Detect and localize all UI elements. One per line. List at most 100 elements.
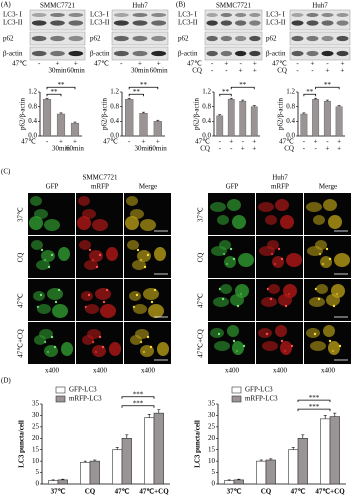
x-axis-label: 47℃ (279, 138, 294, 146)
blot-band (249, 20, 261, 26)
bar (57, 479, 68, 485)
significance-label: ** (140, 81, 148, 89)
puncta (236, 304, 240, 308)
cell (280, 341, 292, 355)
blot-label: p62 (178, 35, 189, 43)
puncta (265, 332, 269, 336)
cell (328, 215, 342, 229)
blot-label: LC3- I (266, 11, 286, 19)
significance-label: *** (133, 399, 144, 407)
significance-label: ** (239, 81, 247, 89)
significance-bracket (128, 86, 159, 90)
cell (331, 284, 345, 298)
condition-label: 47℃ (94, 60, 109, 68)
cell (258, 328, 272, 338)
cell (316, 284, 328, 294)
micro-row: CQ (17, 253, 25, 263)
condition-value: + (326, 67, 330, 75)
cell (323, 325, 335, 337)
cell (85, 304, 99, 314)
bar (256, 460, 267, 485)
y-tick-label: 0 (212, 480, 216, 488)
blot-band (31, 50, 47, 57)
puncta (217, 332, 221, 336)
blot-band (50, 50, 65, 57)
blot-label: LC3-II (266, 19, 286, 27)
blot-band (132, 50, 148, 57)
puncta (149, 345, 153, 349)
condition-value: + (157, 60, 161, 68)
cell (132, 260, 146, 270)
y-tick-label: 0.4 (110, 117, 119, 125)
blot-title: SMMC7721 (216, 2, 252, 10)
blot-band (151, 50, 167, 57)
cell (34, 209, 48, 219)
x-tick-label: CQ (261, 488, 272, 496)
group-label: 60min (67, 67, 85, 75)
condition-value: + (253, 67, 257, 75)
puncta (50, 335, 54, 339)
blot-band (249, 50, 261, 57)
blot-label: LC3-II (178, 19, 198, 27)
puncta (313, 332, 317, 336)
blot-band (321, 20, 334, 26)
micro-column: Merge (319, 183, 337, 191)
puncta (280, 339, 284, 343)
y-axis-label: p62/β-actin (19, 98, 27, 130)
blot-label: p62 (90, 35, 101, 43)
micro-image (28, 279, 75, 321)
cell (283, 284, 297, 298)
cell (34, 335, 46, 345)
condition-value: - (311, 67, 314, 75)
micro-row: 47℃ (17, 293, 25, 308)
cell (154, 247, 166, 261)
condition-value: - (211, 67, 214, 75)
significance-bracket (230, 86, 255, 90)
cell (262, 341, 278, 351)
blot-band (68, 20, 84, 26)
bar (70, 122, 80, 137)
y-axis-label: LC3 puncta/cell (194, 420, 202, 468)
blot-band (113, 50, 129, 57)
y-tick-label: 0 (36, 480, 40, 488)
blot-band (220, 13, 233, 17)
cell (89, 250, 103, 262)
magnification: x400 (273, 367, 288, 375)
blot-band (206, 13, 218, 17)
condition-label: CQ (192, 67, 202, 75)
condition-value: + (311, 60, 315, 68)
bar (227, 99, 235, 137)
group-label: 30min (49, 67, 67, 75)
x-tick-label: + (337, 138, 341, 146)
x-axis-label: 47℃ (103, 138, 118, 146)
x-tick-label: CQ (85, 488, 96, 496)
puncta (317, 297, 321, 301)
puncta (102, 300, 106, 304)
cell (224, 256, 236, 268)
blot-band (50, 20, 65, 26)
y-tick-label: 1.2 (110, 88, 119, 96)
cell (31, 240, 43, 250)
condition-label: CQ (277, 67, 287, 75)
bar (125, 99, 134, 137)
blot-band (321, 35, 334, 42)
condition-value: + (224, 60, 228, 68)
y-tick-label: 10 (32, 457, 40, 465)
puncta (39, 293, 43, 297)
puncta (269, 297, 273, 301)
blot-band (336, 13, 349, 17)
blot-band (132, 35, 148, 42)
x-tick-label: 47℃+CQ (139, 488, 169, 496)
y-tick-label: 0.8 (28, 102, 37, 110)
bar (89, 460, 100, 485)
y-tick-label: 0.0 (202, 132, 211, 140)
cell (77, 216, 91, 230)
puncta (40, 248, 44, 252)
panel-label: (A) (1, 1, 11, 9)
bar (112, 449, 123, 485)
blot-band (113, 35, 129, 42)
y-tick-label: 0.4 (202, 117, 211, 125)
cell (37, 304, 51, 314)
cell (33, 291, 45, 301)
cell (261, 297, 277, 307)
